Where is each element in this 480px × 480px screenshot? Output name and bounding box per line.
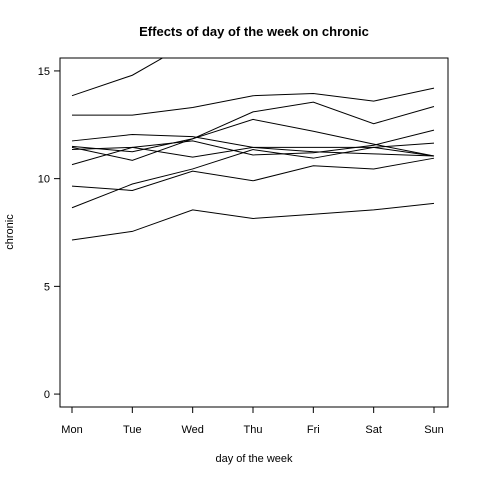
y-tick-label: 0 [44,389,50,401]
x-tick-label: Fri [307,424,320,436]
x-tick-label: Sun [424,424,444,436]
x-tick-label: Thu [244,424,263,436]
y-tick-label: 15 [38,66,50,78]
plot-frame [59,57,449,408]
series-line-1 [71,58,164,97]
y-tick-label: 5 [44,281,50,293]
x-tick-label: Mon [61,424,82,436]
series-line-7 [71,129,435,166]
y-tick-label: 10 [38,174,50,186]
x-tick-label: Wed [181,424,203,436]
series-line-2 [72,87,435,116]
series-line-5 [71,118,435,161]
series-group [71,58,435,241]
y-axis: 0 5 10 15 [38,66,60,401]
x-axis: Mon Tue Wed Thu Fri Sat Sun [61,407,444,436]
chart-title: Effects of day of the week on chronic [139,24,369,39]
series-line-8 [71,157,435,191]
x-tick-label: Sat [365,424,382,436]
series-line-10 [71,202,435,241]
x-tick-label: Tue [123,424,142,436]
y-axis-label: chronic [4,214,16,250]
series-line-9 [71,146,435,209]
series-line-4 [71,101,435,153]
x-axis-label: day of the week [215,453,293,465]
